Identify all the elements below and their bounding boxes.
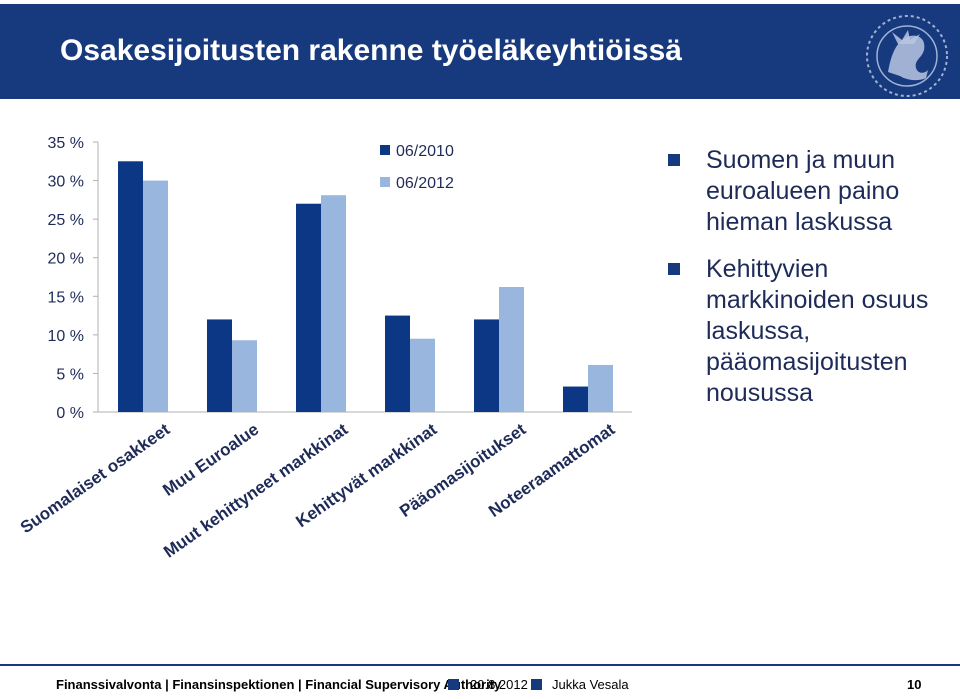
- footer-organization: Finanssivalvonta | Finansinspektionen | …: [56, 677, 502, 692]
- bar-2012: [410, 338, 435, 412]
- y-tick-label: 5 %: [56, 366, 84, 383]
- bullet-text: Kehittyvien markkinoiden osuus laskussa,…: [706, 255, 929, 407]
- y-tick-label: 0 %: [56, 405, 84, 422]
- bar-2012: [143, 180, 168, 412]
- slide-footer: Finanssivalvonta | Finansinspektionen | …: [0, 670, 960, 699]
- legend-label: 06/2010: [396, 143, 454, 160]
- x-tick-label: Suomalaiset osakkeet: [17, 420, 174, 538]
- bullet-list: Suomen ja muun euroalueen paino hieman l…: [668, 145, 948, 425]
- bullet-item: Suomen ja muun euroalueen paino hieman l…: [668, 145, 948, 238]
- bar-2012: [499, 287, 524, 412]
- bar-2012: [588, 364, 613, 412]
- square-bullet-icon: [448, 679, 459, 690]
- y-tick-label: 15 %: [48, 289, 84, 306]
- y-tick-label: 25 %: [48, 212, 84, 229]
- x-tick-label: Muut kehittyneet markkinat: [160, 420, 351, 562]
- bar-2012: [232, 340, 257, 412]
- bullet-text: Suomen ja muun euroalueen paino hieman l…: [706, 146, 900, 236]
- page-number: 10: [907, 677, 922, 692]
- y-tick-label: 35 %: [48, 135, 84, 152]
- footer-date: 20.8.2012: [470, 677, 528, 692]
- y-tick-label: 10 %: [48, 328, 84, 345]
- bar-2010: [118, 161, 143, 412]
- bar-2010: [474, 319, 499, 412]
- slide-header: Osakesijoitusten rakenne työeläkeyhtiöis…: [0, 4, 960, 99]
- slide-title: Osakesijoitusten rakenne työeläkeyhtiöis…: [60, 34, 682, 67]
- legend-label: 06/2012: [396, 175, 454, 192]
- lion-crest-icon: [866, 15, 948, 97]
- footer-divider: [0, 664, 960, 666]
- footer-author: Jukka Vesala: [552, 677, 629, 692]
- bar-chart: 0 % 5 % 10 % 15 % 20 % 25 % 30 % 35 % Suomalais…: [17, 135, 632, 562]
- bar-2010: [385, 315, 410, 412]
- bullet-item: Kehittyvien markkinoiden osuus laskussa,…: [668, 254, 948, 409]
- bar-2012: [321, 195, 346, 412]
- legend-swatch: [380, 177, 390, 187]
- square-bullet-icon: [668, 154, 680, 166]
- y-tick-label: 30 %: [48, 174, 84, 191]
- x-tick-label: Kehittyvät markkinat: [292, 420, 440, 532]
- bar-2010: [563, 386, 588, 412]
- legend-swatch: [380, 145, 390, 155]
- y-tick-label: 20 %: [48, 251, 84, 268]
- square-bullet-icon: [531, 679, 542, 690]
- square-bullet-icon: [668, 263, 680, 275]
- bar-2010: [207, 319, 232, 412]
- bar-2010: [296, 203, 321, 412]
